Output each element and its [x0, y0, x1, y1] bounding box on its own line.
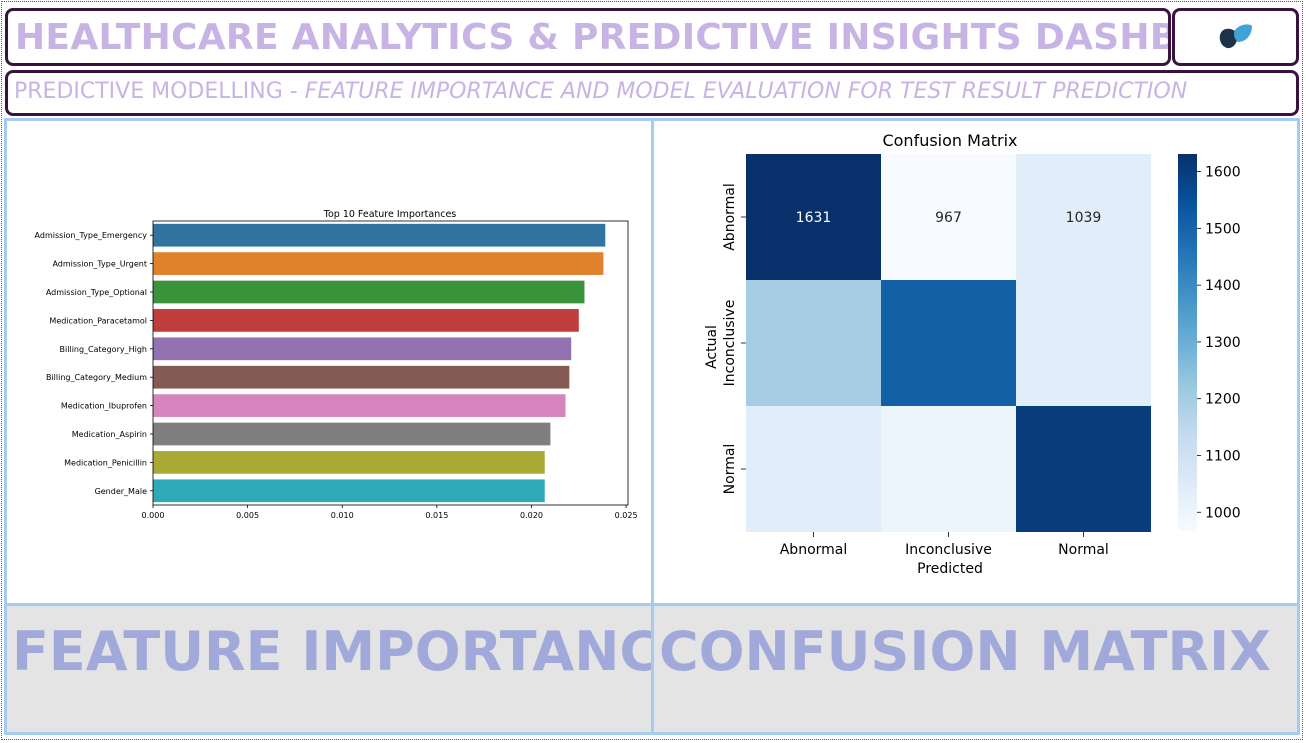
x-tick-label: 0.020	[520, 511, 543, 520]
confusion-matrix-x-axis-label: Predicted	[917, 561, 983, 577]
feature-label: Admission_Type_Optional	[46, 288, 147, 297]
colorbar-tick-label: 1100	[1205, 448, 1241, 464]
heatmap-cell	[881, 154, 1016, 280]
logo-container	[1172, 8, 1299, 66]
confusion-matrix-caption: CONFUSION MATRIX	[659, 620, 1271, 683]
feature-importance-chart: Top 10 Feature Importances Admission_Typ…	[35, 209, 638, 520]
x-tick-label: 0.000	[142, 511, 165, 520]
feature-importance-panel: Top 10 Feature Importances Admission_Typ…	[4, 118, 654, 606]
feature-bar	[153, 223, 606, 247]
cell-value: 1631	[796, 210, 832, 226]
dashboard-title: HEALTHCARE ANALYTICS & PREDICTIVE INSIGH…	[15, 17, 1171, 58]
y-category-label: Normal	[722, 444, 738, 495]
colorbar-tick-label: 1500	[1205, 221, 1241, 237]
confusion-matrix-panel: Confusion Matrix 1631 967 1039 Abnormal Inc…	[651, 118, 1300, 606]
cell-value: 1039	[1066, 210, 1102, 226]
confusion-matrix-chart: Confusion Matrix 1631 967 1039 Abnormal Inc…	[704, 131, 1241, 577]
subtitle-banner: PREDICTIVE MODELLING - FEATURE IMPORTANC…	[5, 70, 1299, 116]
feature-importance-caption-panel: FEATURE IMPORTANCE	[4, 603, 654, 735]
title-banner: HEALTHCARE ANALYTICS & PREDICTIVE INSIGH…	[5, 8, 1171, 66]
feature-bar	[153, 394, 566, 417]
confusion-matrix-title: Confusion Matrix	[882, 131, 1017, 150]
colorbar-tick-label: 1300	[1205, 335, 1241, 351]
feature-bar	[153, 479, 545, 503]
leaf-logo-icon	[1219, 24, 1252, 49]
feature-bar	[153, 365, 570, 389]
heatmap-cell	[1016, 406, 1151, 532]
colorbar-tick-label: 1000	[1205, 505, 1241, 521]
cell-value: 967	[935, 210, 962, 226]
feature-label: Billing_Category_Medium	[46, 373, 147, 382]
y-category-label: Inconclusive	[722, 300, 738, 387]
heatmap-cell	[746, 154, 881, 280]
feature-label: Billing_Category_High	[60, 345, 147, 354]
feature-bar	[153, 422, 551, 446]
subtitle-italic: FEATURE IMPORTANCE AND MODEL EVALUATION …	[304, 79, 1188, 104]
subtitle: PREDICTIVE MODELLING - FEATURE IMPORTANC…	[14, 79, 1187, 104]
feature-bar	[153, 451, 545, 474]
x-tick-label: 0.025	[615, 511, 638, 520]
feature-label: Admission_Type_Emergency	[35, 231, 148, 240]
feature-label: Medication_Aspirin	[72, 430, 147, 439]
feature-bar	[153, 280, 585, 304]
colorbar-tick-label: 1200	[1205, 392, 1241, 408]
heatmap-cell	[881, 280, 1016, 406]
heatmap-cell	[1016, 154, 1151, 280]
x-tick-label: 0.005	[236, 511, 259, 520]
feature-label: Admission_Type_Urgent	[52, 260, 147, 269]
feature-bar	[153, 252, 604, 275]
feature-bar	[153, 337, 572, 361]
heatmap-cell	[746, 406, 881, 532]
feature-label: Gender_Male	[95, 487, 148, 496]
confusion-matrix-y-axis-label: Actual	[704, 325, 720, 369]
colorbar	[1178, 154, 1197, 531]
colorbar-tick-label: 1600	[1205, 165, 1241, 181]
subtitle-prefix: PREDICTIVE MODELLING -	[14, 79, 305, 104]
heatmap-cell	[1016, 280, 1151, 406]
feature-label: Medication_Penicillin	[64, 458, 147, 467]
heatmap-cell	[881, 406, 1016, 532]
x-category-label: Normal	[1058, 542, 1109, 558]
colorbar-tick-label: 1400	[1205, 278, 1241, 294]
feature-importance-chart-title: Top 10 Feature Importances	[323, 209, 457, 220]
feature-label: Medication_Paracetamol	[49, 316, 147, 325]
feature-bar	[153, 309, 579, 332]
feature-label: Medication_Ibuprofen	[61, 402, 147, 411]
feature-importance-axes-frame	[152, 220, 629, 506]
x-category-label: Abnormal	[780, 542, 848, 558]
heatmap-cell	[746, 280, 881, 406]
feature-importance-caption: FEATURE IMPORTANCE	[12, 620, 654, 683]
x-category-label: Inconclusive	[905, 542, 992, 558]
confusion-matrix-caption-panel: CONFUSION MATRIX	[651, 603, 1300, 735]
y-category-label: Abnormal	[722, 183, 738, 251]
x-tick-label: 0.010	[331, 511, 354, 520]
x-tick-label: 0.015	[425, 511, 448, 520]
